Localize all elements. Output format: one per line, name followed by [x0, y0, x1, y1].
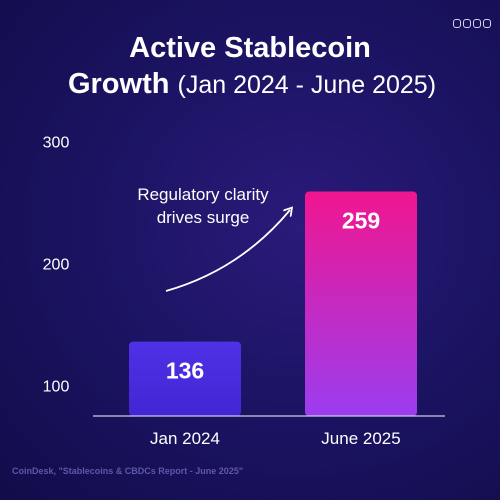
- chart-title: Active Stablecoin Growth (Jan 2024 - Jun…: [0, 30, 500, 103]
- annotation-arrow: [165, 210, 290, 292]
- title-line-2: Growth (Jan 2024 - June 2025): [4, 66, 500, 103]
- title-date-range: (Jan 2024 - June 2025): [177, 71, 437, 99]
- data-label: 136: [166, 358, 204, 384]
- annotation-line-1: Regulatory clarity: [137, 185, 269, 204]
- y-tick-label: 200: [43, 257, 70, 274]
- x-axis-labels: Jan 2024 June 2025: [150, 429, 401, 448]
- source-note: CoinDesk, "Stablecoins & CBDCs Report - …: [12, 466, 244, 476]
- x-tick-label: June 2025: [321, 429, 400, 448]
- bar-june-2025: [305, 191, 417, 416]
- data-labels: 136 259: [166, 208, 380, 384]
- y-tick-label: 300: [43, 135, 70, 152]
- title-bold-part: Growth: [67, 68, 170, 100]
- x-tick-label: Jan 2024: [150, 429, 220, 448]
- y-axis-ticks: 100 200 300: [43, 135, 70, 396]
- title-line-1: Active Stablecoin: [129, 32, 371, 64]
- brand-logo-icon: [453, 16, 491, 30]
- bars: [129, 191, 417, 416]
- data-label: 259: [342, 208, 380, 234]
- bar-jan-2024: [129, 341, 241, 416]
- y-tick-label: 100: [43, 379, 70, 396]
- annotation-line-2: drives surge: [157, 208, 250, 227]
